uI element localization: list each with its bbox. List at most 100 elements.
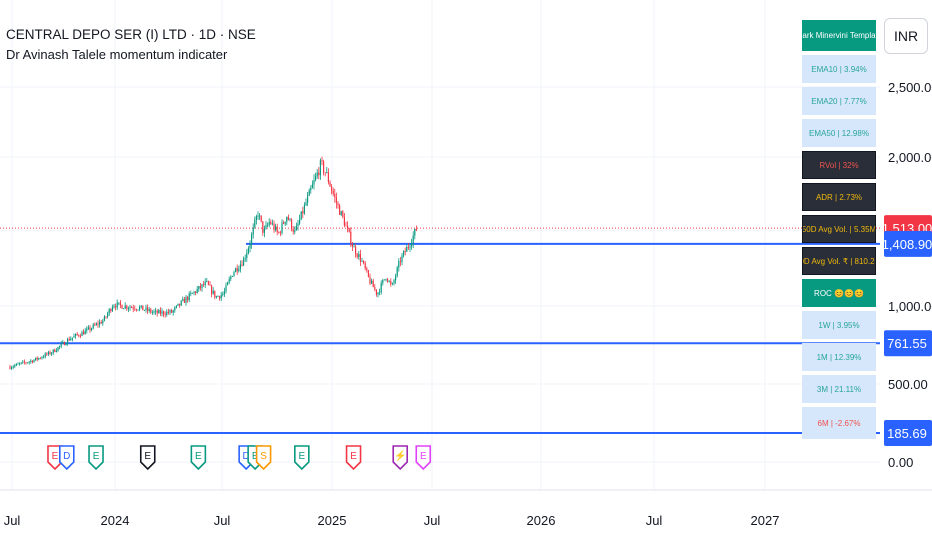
candle-body: [342, 211, 344, 217]
candle: [156, 309, 158, 317]
candle-body: [182, 299, 184, 301]
candle-body: [380, 282, 382, 293]
candle-body: [337, 203, 339, 206]
candle: [166, 309, 168, 317]
candle-body: [121, 304, 123, 309]
candle-body: [225, 285, 227, 292]
chart-grid: [0, 0, 932, 491]
candle: [131, 305, 133, 308]
candle-body: [195, 291, 197, 293]
candle-body: [217, 296, 219, 297]
candle-body: [359, 253, 361, 262]
candle: [183, 296, 185, 303]
currency-button[interactable]: INR: [884, 18, 928, 54]
candle-body: [283, 222, 285, 224]
candle: [356, 252, 358, 259]
candle-body: [343, 216, 345, 226]
candle: [396, 265, 398, 278]
candle-body: [159, 310, 161, 314]
candle: [364, 261, 366, 271]
candle: [155, 307, 157, 315]
candle: [311, 180, 313, 189]
candle: [262, 221, 264, 236]
candle-body: [262, 221, 264, 233]
candle: [169, 309, 171, 316]
candle-body: [103, 316, 105, 321]
candle-body: [292, 229, 294, 232]
candle-body: [246, 253, 248, 259]
candle-body: [275, 226, 277, 231]
candle-body: [70, 338, 72, 341]
table-row-1m: 1M | 12.39%: [802, 343, 876, 371]
candle: [235, 267, 237, 273]
table-row-3m: 3M | 21.11%: [802, 375, 876, 403]
candle-body: [36, 357, 38, 360]
candle: [289, 217, 291, 222]
candle: [399, 257, 401, 267]
event-marker-label: E: [93, 451, 100, 462]
table-row-avg-vol-value: 50D Avg Vol. ₹ | 810.2Cr: [802, 247, 876, 275]
candle: [353, 242, 355, 248]
candle-body: [134, 308, 136, 310]
candle: [123, 308, 125, 310]
candle: [83, 329, 85, 335]
event-marker-shape: [345, 445, 362, 471]
candle-body: [409, 246, 411, 248]
candle-body: [340, 211, 342, 215]
candle-body: [382, 280, 384, 283]
candle: [94, 322, 96, 327]
candle-body: [230, 276, 232, 280]
candle: [284, 221, 286, 227]
candle-body: [155, 310, 157, 312]
candle-body: [203, 284, 205, 286]
candle-body: [251, 234, 253, 245]
candle: [406, 244, 408, 252]
candle-body: [414, 228, 416, 236]
candle: [385, 278, 387, 282]
candle-body: [228, 279, 230, 283]
candle: [215, 295, 217, 299]
candle-body: [273, 223, 275, 231]
candle: [291, 218, 293, 232]
candle: [206, 277, 208, 283]
candle-body: [279, 232, 281, 234]
indicator-title[interactable]: Dr Avinash Talele momentum indicater: [6, 47, 228, 62]
candle-body: [361, 260, 363, 262]
candle-body: [257, 215, 259, 217]
candle: [44, 352, 46, 359]
candle: [36, 356, 38, 362]
candle: [102, 318, 104, 326]
candle-body: [220, 294, 222, 299]
symbol-title[interactable]: CENTRAL DEPO SER (I) LTD · 1D · NSE: [6, 27, 256, 42]
x-tick-label: 2027: [751, 513, 780, 528]
candle: [230, 275, 232, 282]
candle-body: [289, 219, 291, 221]
candle-body: [63, 342, 65, 346]
candle-body: [406, 246, 408, 252]
candle: [241, 260, 243, 267]
candle-body: [95, 323, 97, 326]
candle-body: [171, 310, 173, 313]
candle: [387, 278, 389, 283]
candle-body: [110, 309, 112, 311]
candle: [142, 305, 144, 311]
candle-body: [212, 290, 214, 294]
event-marker-label: E: [298, 451, 305, 462]
candle-body: [19, 363, 21, 365]
candle: [257, 211, 259, 220]
candle: [270, 219, 272, 226]
candle-body: [68, 339, 70, 341]
candle: [214, 290, 216, 300]
candle: [14, 363, 16, 368]
event-marker-shape: [255, 445, 272, 471]
candle-body: [391, 283, 393, 285]
candle-body: [247, 248, 249, 254]
candle-body: [339, 205, 341, 215]
x-tick-label: 2025: [318, 513, 347, 528]
candle-body: [147, 307, 149, 311]
candle-body: [148, 309, 150, 311]
candle-body: [305, 202, 307, 206]
candle: [148, 306, 150, 313]
candle-body: [193, 291, 195, 294]
